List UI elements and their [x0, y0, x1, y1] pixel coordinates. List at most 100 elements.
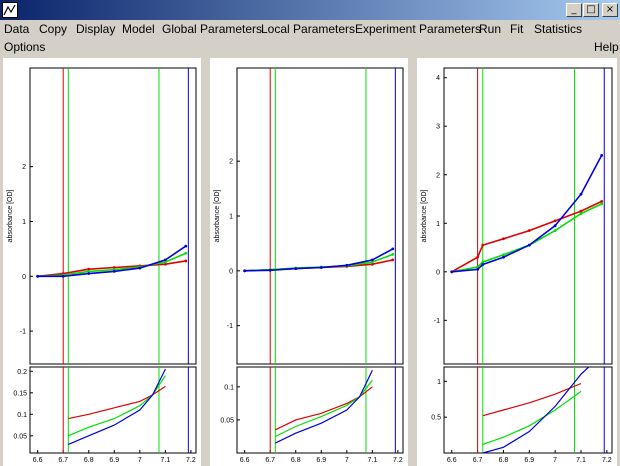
residual-series-blue: [275, 370, 373, 444]
x-tick-label: 6.7: [58, 457, 68, 464]
data-point-blue: [163, 258, 167, 262]
residual-plot-frame: [236, 366, 404, 454]
data-point-blue: [553, 224, 557, 228]
residual-series-green: [68, 375, 166, 437]
data-point-blue: [600, 153, 604, 157]
data-series-blue: [244, 248, 394, 272]
data-point-blue: [87, 272, 91, 275]
menu-global-parameters[interactable]: Global Parameters: [162, 22, 263, 36]
x-tick-label: 6.7: [473, 457, 483, 464]
data-point-green: [184, 251, 188, 255]
data-point-red: [481, 243, 485, 247]
data-point-red: [527, 229, 531, 232]
residual-series-blue: [68, 368, 166, 445]
minimize-button[interactable]: _: [566, 3, 582, 17]
main-plot-frame: [236, 67, 404, 365]
main-plot-frame: [29, 67, 197, 365]
data-series-blue: [37, 245, 187, 278]
title-bar: _ □ ×: [0, 0, 620, 20]
residual-series-green: [482, 390, 582, 445]
menu-local-parameters[interactable]: Local Parameters: [261, 22, 356, 36]
residual-y-tick-label: 0.15: [13, 390, 27, 397]
y-tick-label: -1: [20, 329, 26, 336]
data-point-red: [87, 267, 91, 271]
residual-y-tick-label: 0.5: [431, 415, 441, 422]
menu-fit[interactable]: Fit: [510, 22, 524, 36]
menu-model[interactable]: Model: [122, 22, 155, 36]
data-point-blue: [370, 258, 374, 262]
plot-panel-3: absorbance [OD] -1 0 1 2 3 4 0.5 1 6.6 6.7 6.8 6.9 7 7…: [417, 58, 617, 466]
residual-y-tick-label: 0.1: [17, 412, 27, 419]
data-point-red: [579, 209, 583, 213]
x-tick-label: 6.9: [109, 457, 119, 464]
data-point-green: [553, 229, 557, 232]
data-point-red: [553, 219, 557, 223]
y-tick-label: 0: [22, 274, 26, 281]
data-point-green: [481, 260, 485, 264]
y-tick-label: 1: [229, 214, 233, 221]
residual-plot-frame: [29, 366, 197, 454]
x-tick-label: 7.2: [393, 457, 403, 464]
x-tick-label: 6.8: [84, 457, 94, 464]
y-tick-label: 0: [229, 268, 233, 275]
menu-statistics[interactable]: Statistics: [534, 22, 583, 36]
chart-1: absorbance [OD] -1 0 1 2 0.05 0.1 0.15 0.2 6.6 6.7…: [7, 67, 197, 464]
x-tick-label: 7: [553, 457, 557, 464]
menu-copy[interactable]: Copy: [39, 22, 68, 36]
app-icon: [2, 2, 18, 18]
x-tick-label: 7: [138, 457, 142, 464]
data-point-green: [600, 202, 604, 206]
y-axis-label: absorbance [OD]: [421, 189, 428, 242]
close-button[interactable]: ×: [602, 3, 618, 17]
data-point-green: [163, 260, 167, 264]
x-tick-label: 7.2: [602, 457, 612, 464]
residual-y-tick-label: 0.05: [13, 433, 27, 440]
data-point-green: [370, 260, 374, 264]
menu-data[interactable]: Data: [4, 22, 30, 36]
data-point-blue: [243, 269, 247, 273]
data-point-red: [163, 262, 167, 266]
data-series-red: [37, 260, 186, 278]
x-tick-label: 6.7: [265, 457, 275, 464]
y-tick-label: -1: [434, 318, 440, 325]
data-point-blue: [319, 266, 323, 269]
data-point-blue: [481, 263, 485, 266]
data-point-blue: [112, 269, 116, 273]
menu-experiment-parameters[interactable]: Experiment Parameters: [355, 22, 482, 36]
data-point-green: [391, 252, 395, 256]
data-point-blue: [579, 192, 583, 196]
x-tick-label: 6.6: [240, 457, 250, 464]
data-point-green: [579, 212, 583, 215]
data-point-blue: [527, 243, 531, 247]
chart-2: absorbance [OD] -1 0 1 2 0.05 0.1 6.6 6.7 6.8 6.9 7…: [214, 67, 404, 464]
data-point-blue: [391, 247, 395, 251]
menu-options[interactable]: Options: [4, 40, 46, 54]
data-point-red: [370, 262, 374, 266]
data-point-blue: [184, 244, 188, 248]
data-point-red: [476, 255, 479, 259]
menu-run[interactable]: Run: [479, 22, 502, 36]
residual-series-blue: [482, 366, 590, 454]
residual-series-red: [275, 386, 373, 431]
data-point-blue: [345, 263, 349, 267]
y-tick-label: 2: [229, 159, 233, 166]
residual-y-tick-label: 0.05: [220, 417, 234, 424]
data-point-blue: [502, 255, 505, 259]
data-point-green: [87, 269, 91, 273]
y-tick-label: 4: [436, 75, 440, 82]
y-tick-label: 3: [436, 124, 440, 131]
y-tick-label: 1: [436, 221, 440, 228]
chart-3: absorbance [OD] -1 0 1 2 3 4 0.5 1 6.6 6.7 6.8 6.9 7 7…: [421, 67, 613, 464]
data-point-red: [502, 237, 505, 241]
y-tick-label: -1: [227, 323, 233, 330]
y-tick-label: 0: [436, 269, 440, 276]
data-series-red: [451, 200, 603, 273]
x-tick-label: 7: [345, 457, 349, 464]
residual-plot-frame: [443, 366, 613, 454]
maximize-button[interactable]: □: [583, 3, 599, 17]
y-tick-label: 1: [22, 219, 26, 226]
menu-help[interactable]: Help: [594, 40, 619, 54]
x-tick-label: 7.2: [186, 457, 196, 464]
residual-series-green: [275, 379, 373, 438]
menu-display[interactable]: Display: [76, 22, 116, 36]
